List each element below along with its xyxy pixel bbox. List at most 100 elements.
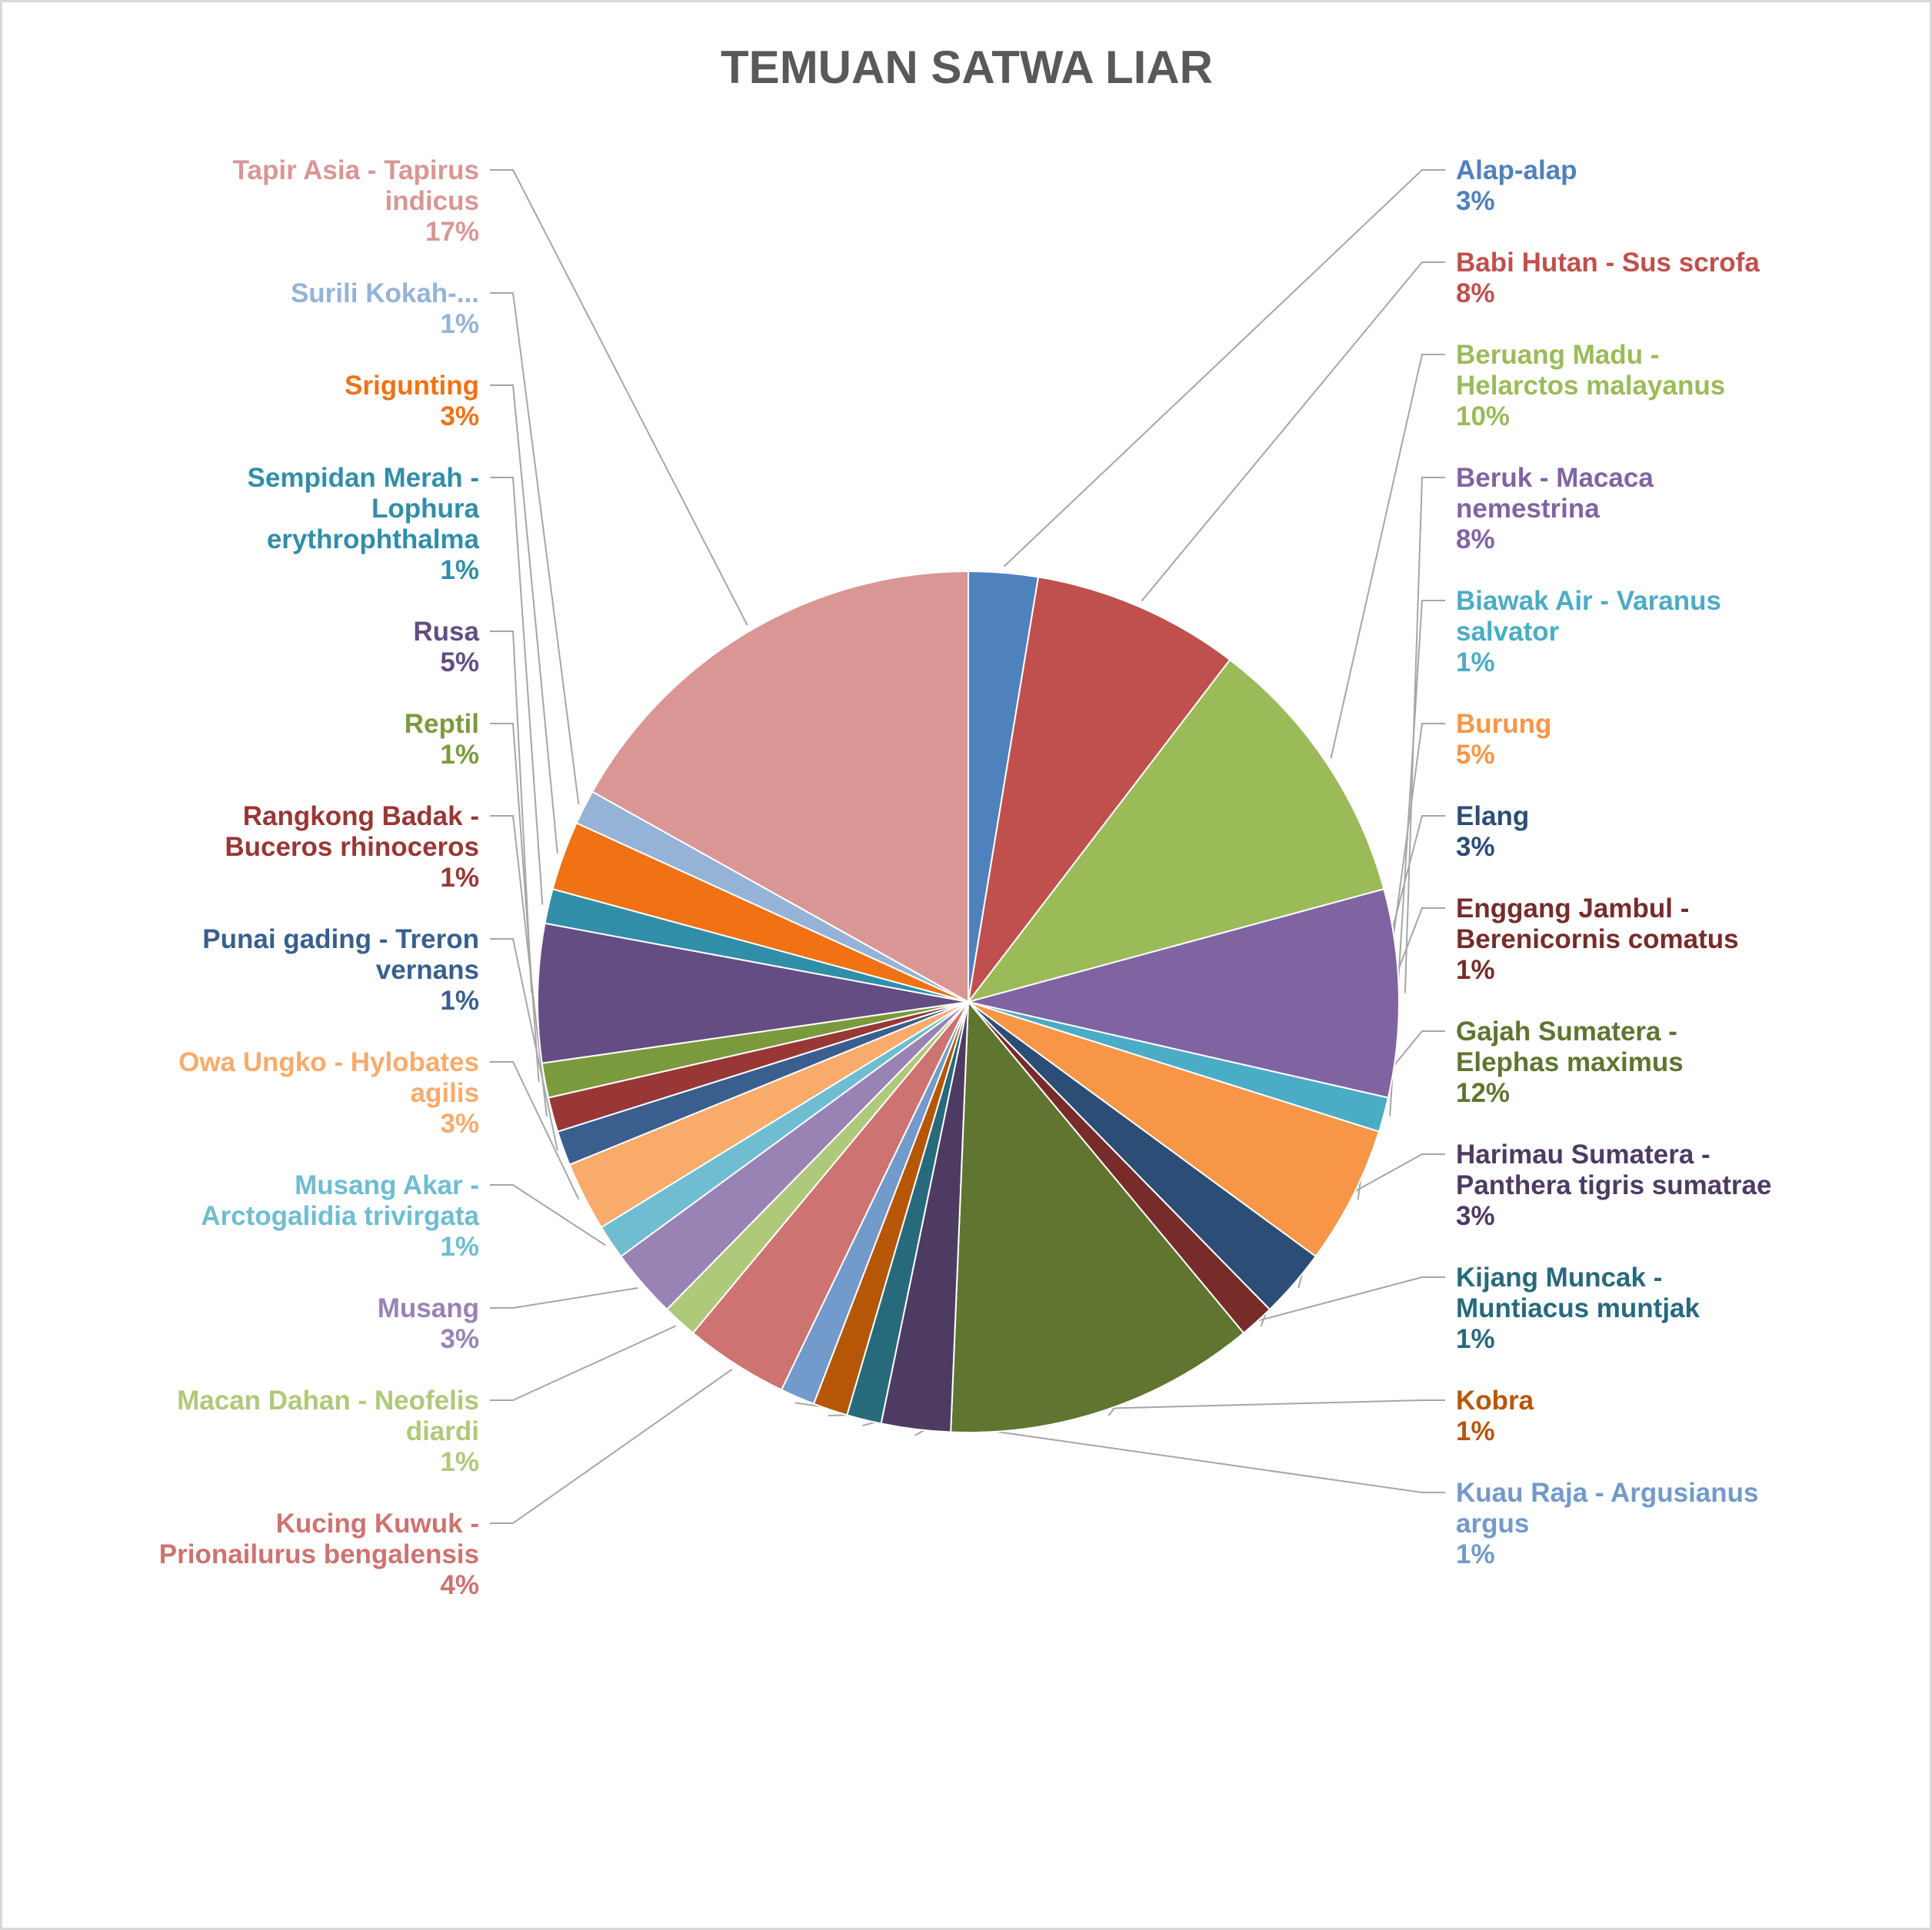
data-label-tapir-asia-tapirus-indicus: Tapir Asia - Tapirus indicus 17% <box>233 155 479 247</box>
data-label-percent: 5% <box>1456 740 1495 770</box>
data-label-percent: 1% <box>440 1447 479 1477</box>
data-label-percent: 1% <box>440 555 479 585</box>
data-label-alap-alap: Alap-alap 3% <box>1456 155 1577 216</box>
data-label-srigunting: Srigunting 3% <box>345 371 479 431</box>
data-label-rusa: Rusa 5% <box>413 617 479 677</box>
data-label-name-line: nemestrina <box>1456 494 1600 524</box>
leader-line <box>1003 169 1445 567</box>
data-label-name-line: vernans <box>376 955 479 985</box>
data-label-percent: 1% <box>440 309 479 339</box>
data-label-percent: 1% <box>440 1232 479 1262</box>
data-label-babi-hutan-sus-scrofa: Babi Hutan - Sus scrofa 8% <box>1456 248 1760 308</box>
data-label-name-line: Srigunting <box>345 371 479 401</box>
data-label-name-line: Kijang Muncak - <box>1456 1263 1662 1293</box>
data-label-percent: 4% <box>440 1570 479 1600</box>
data-label-name-line: Kuau Raja - Argusianus <box>1456 1478 1759 1508</box>
data-label-name-line: Gajah Sumatera - <box>1456 1017 1677 1047</box>
data-label-percent: 8% <box>1456 524 1495 554</box>
data-label-name-line: Beruang Madu - <box>1456 340 1659 370</box>
data-label-name-line: Surili Kokah-... <box>291 278 479 308</box>
leader-line <box>1330 354 1445 759</box>
data-label-name-line: salvator <box>1456 617 1560 647</box>
leader-line <box>490 631 533 993</box>
data-label-percent: 1% <box>440 740 479 770</box>
pie-slice-gajah-sumatera-elephas-maximus[interactable] <box>950 1000 1245 1433</box>
data-label-name-line: Macan Dahan - Neofelis <box>177 1386 479 1416</box>
data-label-beruk-macaca-nemestrina: Beruk - Macaca nemestrina 8% <box>1456 463 1654 554</box>
pie-slice-tapir-asia-tapirus-indicus[interactable] <box>591 570 969 1003</box>
data-label-name-line: Tapir Asia - Tapirus <box>233 155 479 185</box>
data-label-percent: 3% <box>1456 186 1495 216</box>
data-label-owa-ungko-hylobates-agilis: Owa Ungko - Hylobates agilis 3% <box>178 1047 479 1139</box>
data-label-name-line: Babi Hutan - Sus scrofa <box>1456 248 1760 278</box>
leader-line <box>490 384 558 854</box>
leader-line <box>490 1325 676 1401</box>
data-label-name-line: erythrophthalma <box>267 524 480 554</box>
data-label-punai-gading-treron-vernans: Punai gading - Treron vernans 1% <box>202 924 479 1016</box>
data-label-name-line: Beruk - Macaca <box>1456 463 1654 493</box>
leader-line <box>490 1061 580 1200</box>
pie-slice-babi-hutan-sus-scrofa[interactable] <box>968 576 1231 1003</box>
data-label-name-line: agilis <box>411 1078 479 1108</box>
data-label-name-line: Kobra <box>1456 1386 1534 1416</box>
pie-slice-beruk-macaca-nemestrina[interactable] <box>968 887 1400 1099</box>
data-label-name-line: Buceros rhinoceros <box>225 832 479 862</box>
data-label-name-line: Berenicornis comatus <box>1456 924 1739 954</box>
data-label-percent: 3% <box>440 1324 479 1354</box>
pie-slice-rusa[interactable] <box>537 922 969 1064</box>
data-label-name-line: Helarctos malayanus <box>1456 371 1725 401</box>
data-label-name-line: Musang <box>378 1293 479 1323</box>
data-label-name-line: Reptil <box>405 709 479 739</box>
data-labels: Alap-alap 3%Babi Hutan - Sus scrofa 8%Beru… <box>159 155 1772 1600</box>
data-label-name-line: Prionailurus bengalensis <box>159 1539 479 1569</box>
data-label-percent: 1% <box>1456 1324 1495 1354</box>
data-label-name-line: Arctogalidia trivirgata <box>201 1201 479 1231</box>
data-label-percent: 3% <box>1456 1201 1495 1231</box>
data-label-harimau-sumatera-panthera-tigris-sumatrae: Harimau Sumatera -Panthera tigris sumatr… <box>1456 1140 1771 1231</box>
data-label-percent: 8% <box>1456 278 1495 308</box>
data-label-burung: Burung 5% <box>1456 709 1551 770</box>
leader-line <box>490 1286 638 1309</box>
leader-line <box>490 1184 607 1246</box>
data-label-name-line: Alap-alap <box>1456 155 1577 185</box>
data-label-reptil: Reptil 1% <box>405 709 479 770</box>
chart-title: TEMUAN SATWA LIAR <box>721 42 1213 93</box>
data-label-macan-dahan-neofelis-diardi: Macan Dahan - Neofelis diardi 1% <box>177 1386 479 1477</box>
data-label-name-line: Sempidan Merah - <box>248 463 479 493</box>
leader-line <box>1389 600 1445 1116</box>
data-label-elang: Elang 3% <box>1456 801 1529 862</box>
data-label-beruang-madu-helarctos-malayanus: Beruang Madu -Helarctos malayanus 10% <box>1456 340 1725 431</box>
data-label-percent: 1% <box>1456 647 1495 677</box>
leader-line <box>490 169 748 626</box>
leader-line <box>490 477 544 905</box>
data-label-name-line: Rusa <box>413 617 479 647</box>
pie-slice-burung[interactable] <box>968 1001 1381 1258</box>
data-label-kijang-muncak-muntiacus-muntjak: Kijang Muncak -Muntiacus muntjak 1% <box>1456 1263 1700 1354</box>
data-label-name-line: Owa Ungko - Hylobates <box>178 1047 479 1077</box>
leader-line <box>490 1369 733 1524</box>
data-label-percent: 5% <box>440 647 479 677</box>
data-label-rangkong-badak-buceros-rhinoceros: Rangkong Badak -Buceros rhinoceros 1% <box>225 801 479 893</box>
leader-line <box>1404 477 1445 993</box>
data-label-musang-akar-arctogalidia-trivirgata: Musang Akar -Arctogalidia trivirgata 1% <box>201 1170 479 1262</box>
data-label-name-line: Lophura <box>371 494 480 524</box>
leader-line <box>490 292 580 805</box>
data-label-name-line: Elang <box>1456 801 1529 831</box>
pie-slice-beruang-madu-helarctos-malayanus[interactable] <box>966 658 1385 1003</box>
data-label-name-line: Punai gading - Treron <box>202 924 479 954</box>
leader-line <box>490 938 558 1151</box>
data-label-name-line: diardi <box>406 1416 479 1446</box>
data-label-name-line: Kucing Kuwuk - <box>276 1509 479 1539</box>
data-label-name-line: Panthera tigris sumatrae <box>1456 1170 1771 1200</box>
data-label-name-line: Muntiacus muntjak <box>1456 1293 1700 1323</box>
data-label-sempidan-merah-lophura-erythrophthalma: Sempidan Merah -Lophura erythrophthalma 1% <box>248 463 480 585</box>
pie-slices <box>537 570 1400 1433</box>
data-label-surili-kokah: Surili Kokah-... 1% <box>291 278 479 339</box>
data-label-name-line: Rangkong Badak - <box>243 801 479 831</box>
data-label-name-line: Elephas maximus <box>1456 1047 1684 1077</box>
data-label-name-line: Harimau Sumatera - <box>1456 1140 1710 1170</box>
data-label-kucing-kuwuk-prionailurus-bengalensis: Kucing Kuwuk -Prionailurus bengalensis 4% <box>159 1509 479 1600</box>
data-label-name-line: Burung <box>1456 709 1551 739</box>
